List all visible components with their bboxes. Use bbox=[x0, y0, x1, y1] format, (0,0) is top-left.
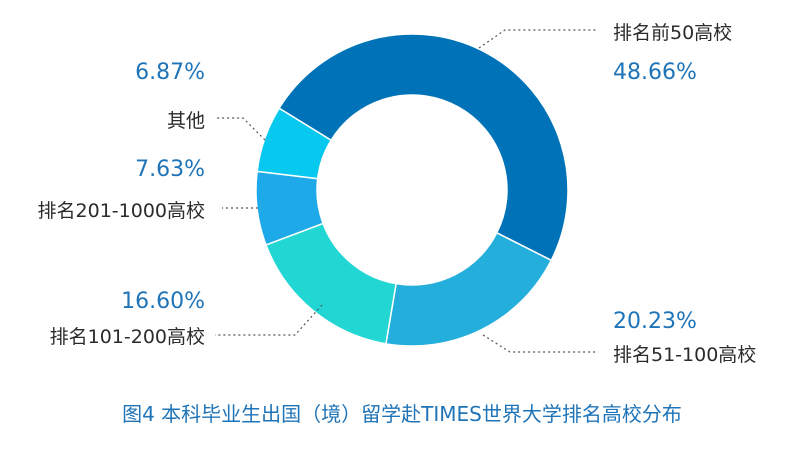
label-201-1000: 排名201-1000高校 bbox=[38, 200, 205, 222]
donut-slices bbox=[255, 33, 569, 347]
label-51-100: 排名51-100高校 bbox=[613, 344, 756, 366]
value-top50: 48.66% bbox=[613, 60, 697, 85]
figure-caption: 图4 本科毕业生出国（境）留学赴TIMES世界大学排名高校分布 bbox=[122, 402, 682, 426]
donut-slice-1 bbox=[385, 231, 553, 347]
value-51-100: 20.23% bbox=[613, 309, 697, 334]
value-101-200: 16.60% bbox=[121, 289, 205, 314]
leader-line-51-100 bbox=[482, 334, 596, 353]
leader-line-other bbox=[217, 117, 266, 141]
leader-line-101-200 bbox=[215, 304, 323, 336]
donut-slice-4 bbox=[256, 107, 333, 180]
value-other: 6.87% bbox=[135, 60, 205, 85]
value-201-1000: 7.63% bbox=[135, 157, 205, 182]
donut-slice-0 bbox=[278, 33, 569, 262]
label-other: 其他 bbox=[167, 110, 205, 132]
leader-line-top50 bbox=[478, 29, 596, 49]
label-top50: 排名前50高校 bbox=[613, 22, 732, 44]
donut-slice-2 bbox=[265, 222, 397, 345]
label-101-200: 排名101-200高校 bbox=[50, 326, 205, 348]
